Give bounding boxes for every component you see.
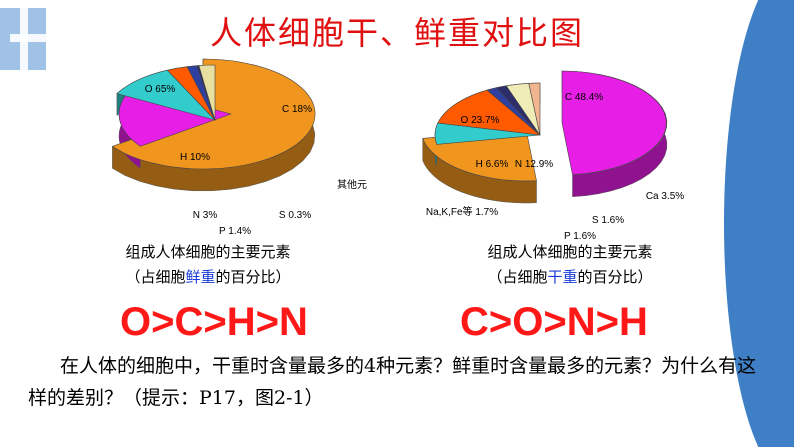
pie-label-1-1: O 23.7% [461, 115, 500, 126]
pie-label-1-3: N 12.9% [515, 159, 553, 170]
dry-caption-line2: （占细胞干重的百分比） [487, 268, 653, 286]
pie-label-0-6: 其他元 [337, 178, 367, 191]
pie-label-1-5: S 1.6% [592, 215, 624, 226]
dry-order-text: C>O>N>H [460, 300, 648, 344]
pie-label-1-6: Ca 3.5% [646, 191, 684, 202]
pie-slice-1-3 [437, 89, 541, 136]
pie-slice-1-7 [528, 82, 541, 136]
pie-label-1-0: C 48.4% [565, 92, 603, 103]
pie-slice-0-6 [198, 64, 216, 121]
pie-label-0-4: P 1.4% [219, 226, 251, 237]
question-text: 在人体的细胞中，干重时含量最多的4种元素？鲜重时含量最多的元素？为什么有这样的差… [28, 355, 757, 409]
pie-label-1-2: H 6.6% [476, 159, 509, 170]
plus-icon-horizontal [10, 34, 46, 42]
dry-caption: 组成人体细胞的主要元素 （占细胞干重的百分比） [440, 240, 700, 290]
pie-chart-1: C 48.4% O 23.7% H 6.6% N 12.9% P 1.6% S 1.6% C… [422, 70, 684, 242]
fresh-caption: 组成人体细胞的主要元素 （占细胞鲜重的百分比） [78, 240, 338, 290]
pie-label-1-7: Na,K,Fe等 1.7% [426, 205, 498, 218]
page-title: 人体细胞干、鲜重对比图 [209, 14, 584, 52]
pie-label-0-3: N 3% [193, 210, 218, 221]
pie-label-1-4: P 1.6% [564, 231, 596, 242]
pie-label-0-2: H 10% [180, 152, 210, 163]
fresh-order-text: O>C>H>N [120, 300, 308, 344]
pie-label-0-1: C 18% [282, 104, 312, 115]
fresh-caption-line1: 组成人体细胞的主要元素 [125, 243, 291, 261]
fresh-caption-line2: （占细胞鲜重的百分比） [125, 268, 291, 286]
pie-label-0-0: O 65% [145, 84, 176, 95]
dry-caption-line1: 组成人体细胞的主要元素 [487, 243, 653, 261]
pie-slice-1-0 [561, 70, 667, 176]
pie-chart-0: O 65% C 18% H 10% N 3%P 1.4% S 0.3% 其他元 [111, 58, 367, 237]
pie-label-0-5: S 0.3% [279, 210, 311, 221]
